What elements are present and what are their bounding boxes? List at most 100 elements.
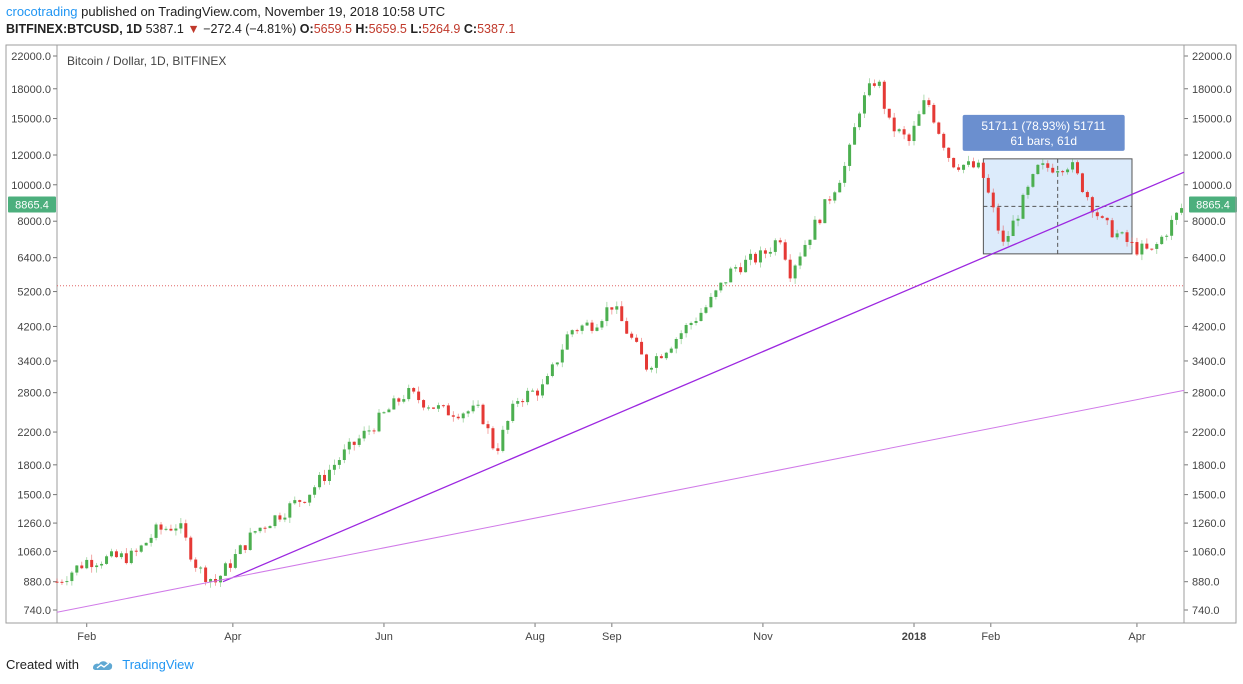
candle-body — [540, 384, 544, 396]
candle-body — [768, 251, 772, 254]
candle-body — [248, 532, 252, 550]
candle-body — [263, 527, 267, 529]
candle-body — [1006, 236, 1010, 242]
candle-body — [491, 428, 495, 449]
candle-body — [352, 441, 356, 445]
candle-body — [357, 438, 361, 445]
candle-body — [100, 563, 104, 566]
candle-body — [1036, 164, 1040, 175]
candle-body — [412, 388, 416, 392]
candle-body — [560, 349, 564, 363]
candle-body — [872, 83, 876, 86]
candle-body — [303, 501, 307, 503]
candle-body — [194, 559, 198, 568]
y-tick-label-left: 4200.0 — [17, 321, 51, 333]
candle-body — [615, 306, 619, 310]
y-tick-label-left: 1060.0 — [17, 546, 51, 558]
candle-body — [1105, 217, 1109, 221]
candle-body — [640, 341, 644, 355]
candle-body — [1140, 243, 1144, 255]
candle-body — [323, 474, 327, 481]
candle-body — [1041, 163, 1045, 165]
range-label-bottom: 61 bars, 61d — [1010, 134, 1077, 148]
y-tick-label-left: 1800.0 — [17, 460, 51, 472]
candle-body — [1011, 220, 1015, 237]
high-label: H: — [355, 22, 369, 36]
candle-body — [199, 567, 203, 569]
candle-body — [1001, 230, 1005, 242]
candle-body — [763, 250, 767, 254]
trendline — [222, 171, 1185, 583]
candle-body — [431, 407, 435, 409]
candle-body — [456, 416, 460, 419]
candle-body — [659, 356, 663, 359]
candle-body — [773, 240, 777, 252]
candle-body — [1016, 218, 1020, 221]
y-tick-label-right: 740.0 — [1192, 605, 1220, 617]
y-tick-label-right: 2800.0 — [1192, 388, 1226, 400]
candle-body — [144, 542, 148, 546]
candle-body — [793, 265, 797, 279]
candle-body — [1085, 192, 1089, 198]
candle-body — [278, 515, 282, 520]
candle-body — [917, 114, 921, 126]
candle-body — [1170, 219, 1174, 236]
candle-body — [1115, 233, 1119, 238]
candle-body — [55, 581, 59, 583]
y-tick-label-left: 6400.0 — [17, 253, 51, 265]
y-tick-label-right: 1260.0 — [1192, 518, 1226, 530]
candle-body — [233, 554, 237, 568]
candle-body — [422, 400, 426, 408]
candle-body — [174, 528, 178, 531]
candle-body — [521, 401, 525, 403]
y-tick-label-right: 4200.0 — [1192, 321, 1226, 333]
candle-body — [635, 337, 639, 342]
candle-body — [808, 239, 812, 245]
candle-body — [724, 282, 728, 284]
candle-body — [986, 177, 990, 193]
candle-body — [1120, 232, 1124, 234]
candle-body — [461, 413, 465, 419]
candle-body — [382, 412, 386, 414]
candle-body — [377, 412, 381, 432]
candle-body — [273, 515, 277, 527]
candle-body — [417, 391, 421, 401]
candle-body — [337, 459, 341, 465]
candle-body — [342, 449, 346, 460]
candle-body — [590, 322, 594, 331]
tradingview-link[interactable]: TradingView — [122, 657, 194, 672]
candle-body — [476, 404, 480, 406]
y-tick-label-left: 22000.0 — [11, 51, 51, 63]
candle-body — [600, 321, 604, 328]
candle-body — [407, 388, 411, 400]
candle-body — [971, 161, 975, 168]
candle-body — [838, 182, 842, 193]
candle-body — [298, 500, 302, 502]
candle-body — [139, 545, 143, 552]
y-tick-label-left: 8000.0 — [17, 216, 51, 228]
candle-body — [228, 563, 232, 568]
candle-body — [154, 524, 158, 538]
y-tick-label-left: 1500.0 — [17, 490, 51, 502]
candle-body — [823, 199, 827, 224]
open-value: 5659.5 — [313, 22, 352, 36]
candle-body — [75, 565, 79, 573]
candle-body — [957, 167, 961, 170]
author-link[interactable]: crocotrading — [6, 4, 78, 19]
candle-body — [912, 125, 916, 142]
candle-body — [347, 441, 351, 450]
candle-body — [813, 219, 817, 240]
candle-body — [283, 517, 287, 520]
candle-body — [714, 290, 718, 297]
candle-body — [610, 307, 614, 310]
candle-body — [119, 553, 123, 558]
candle-body — [516, 401, 520, 404]
candle-body — [268, 526, 272, 529]
candle-body — [1135, 242, 1139, 255]
candle-body — [397, 398, 401, 402]
candle-body — [882, 81, 886, 109]
candle-body — [922, 100, 926, 115]
y-tick-label-right: 5200.0 — [1192, 287, 1226, 299]
candle-body — [129, 550, 133, 564]
